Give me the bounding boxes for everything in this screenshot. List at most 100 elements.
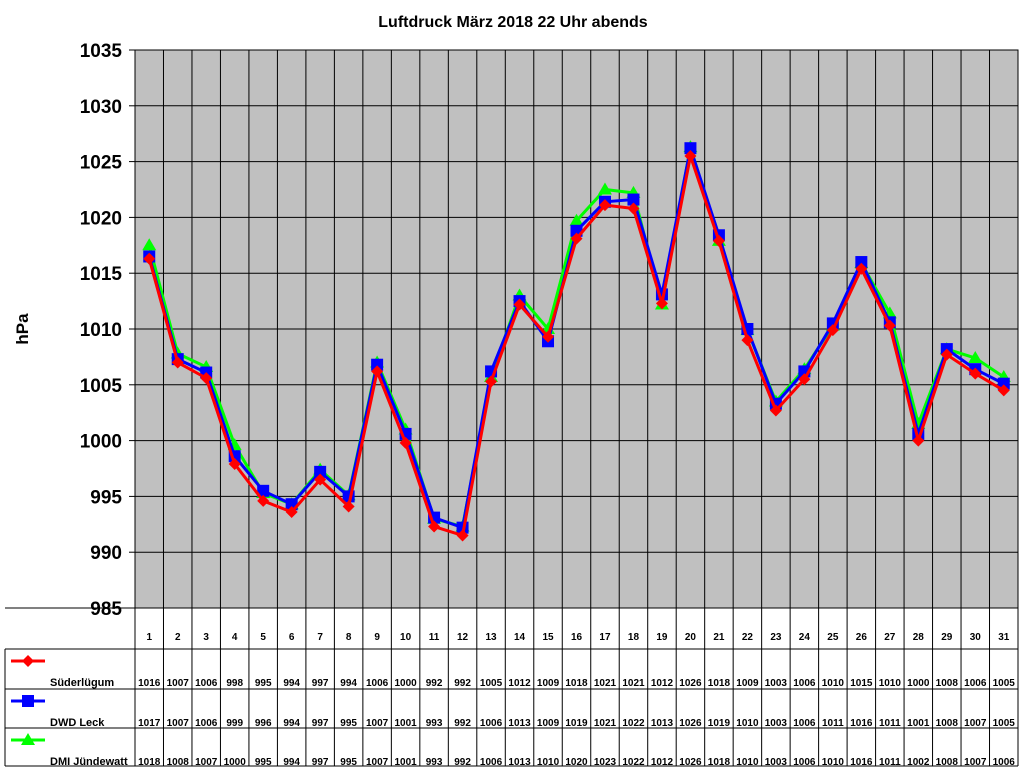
data-point (798, 373, 811, 386)
table-cell: 1013 (508, 718, 531, 729)
data-point (22, 695, 34, 707)
table-cell: 997 (312, 718, 329, 729)
data-point (143, 252, 156, 265)
table-cell: 994 (340, 678, 357, 689)
table-cell: 1017 (138, 718, 161, 729)
chart-title: Luftdruck März 2018 22 Uhr abends (378, 14, 648, 31)
x-tick-label: 26 (856, 632, 868, 643)
data-point (598, 199, 611, 212)
data-point (399, 436, 412, 449)
data-point (597, 182, 612, 195)
data-point (826, 324, 839, 337)
x-tick-label: 25 (827, 632, 839, 643)
x-tick-label: 18 (628, 632, 640, 643)
legend-label: DMI Jündewatt (50, 756, 128, 768)
table-cell: 992 (454, 678, 471, 689)
x-tick-label: 7 (317, 632, 323, 643)
table-cell: 997 (312, 757, 329, 768)
table-cell: 1021 (594, 678, 617, 689)
table-cell: 995 (340, 757, 357, 768)
table-cell: 1003 (765, 678, 788, 689)
data-point (228, 458, 241, 471)
x-tick-label: 2 (175, 632, 181, 643)
table-cell: 997 (312, 678, 329, 689)
table-cell: 995 (255, 678, 272, 689)
x-tick-label: 12 (457, 632, 469, 643)
x-tick-label: 30 (970, 632, 982, 643)
table-cell: 1013 (508, 757, 531, 768)
table-cell: 993 (426, 757, 443, 768)
data-point (257, 494, 270, 507)
table-cell: 992 (454, 718, 471, 729)
data-point (940, 348, 953, 361)
table-cell: 1009 (537, 718, 560, 729)
x-tick-label: 29 (941, 632, 953, 643)
data-point (968, 351, 983, 364)
table-cell: 1013 (651, 718, 674, 729)
table-cell: 1018 (708, 678, 731, 689)
x-tick-label: 11 (429, 632, 440, 643)
data-point (741, 334, 754, 347)
table-cell: 1016 (850, 757, 873, 768)
table-cell: 1010 (736, 757, 759, 768)
table-cell: 1012 (651, 678, 674, 689)
table-cell: 1006 (366, 678, 389, 689)
table-cell: 1006 (993, 757, 1016, 768)
data-point (21, 733, 35, 745)
table-cell: 1005 (993, 718, 1016, 729)
data-point (627, 202, 640, 215)
table-cell: 1006 (793, 718, 816, 729)
x-tick-label: 9 (374, 632, 380, 643)
data-point (456, 529, 469, 542)
data-point (171, 356, 184, 369)
table-cell: 996 (255, 718, 272, 729)
x-tick-label: 23 (770, 632, 782, 643)
table-cell: 1016 (850, 718, 873, 729)
data-point (485, 375, 498, 388)
x-tick-label: 27 (884, 632, 896, 643)
data-point (371, 358, 384, 371)
data-point (627, 193, 640, 206)
legend-entry: DWD Leck (11, 695, 105, 729)
y-tick-label: 1010 (80, 320, 122, 341)
table-cell: 1003 (765, 757, 788, 768)
data-point (428, 520, 441, 533)
table-cell: 998 (226, 678, 243, 689)
x-tick-label: 1 (146, 632, 152, 643)
y-tick-label: 1000 (80, 432, 122, 453)
data-point (342, 500, 355, 513)
data-point (712, 234, 725, 247)
x-tick-label: 6 (289, 632, 295, 643)
x-tick-label: 5 (260, 632, 266, 643)
table-cell: 1006 (793, 757, 816, 768)
table-cell: 1010 (537, 757, 560, 768)
data-point (997, 377, 1010, 390)
table-cell: 1010 (822, 757, 845, 768)
x-tick-label: 19 (656, 632, 668, 643)
series-group (143, 150, 1010, 542)
x-tick-label: 24 (799, 632, 811, 643)
table-cell: 1008 (936, 718, 959, 729)
table-cell: 1005 (993, 678, 1016, 689)
data-point (655, 297, 668, 310)
data-point (22, 655, 34, 667)
table-cell: 1021 (622, 678, 645, 689)
table-cell: 1012 (508, 678, 531, 689)
table-cell: 1008 (936, 757, 959, 768)
x-tick-label: 28 (913, 632, 925, 643)
table-cell: 1011 (879, 718, 901, 729)
table-cell: 999 (226, 718, 243, 729)
data-point (314, 465, 327, 478)
table-cell: 1018 (138, 757, 161, 768)
table-cell: 1018 (708, 757, 731, 768)
x-tick-label: 21 (713, 632, 725, 643)
table-cell: 1008 (936, 678, 959, 689)
table-cell: 1019 (565, 718, 588, 729)
table-cell: 1016 (138, 678, 161, 689)
data-point (684, 150, 697, 163)
table-cell: 1026 (679, 718, 702, 729)
table-cell: 1026 (679, 678, 702, 689)
data-point (285, 506, 298, 519)
data-point (257, 484, 270, 497)
table-cell: 1010 (879, 678, 902, 689)
